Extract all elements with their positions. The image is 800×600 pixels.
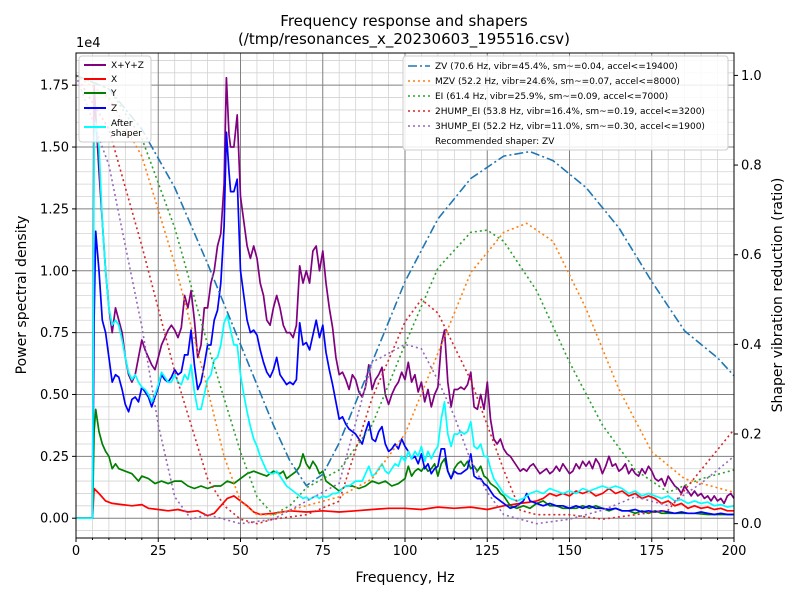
x-tick-label: 125	[475, 544, 500, 559]
chart-subtitle: (/tmp/resonances_x_20230603_195516.csv)	[238, 30, 570, 49]
y-tick-label: 1.75	[40, 79, 69, 94]
legend-psd-box	[78, 55, 152, 143]
legend-psd-label: X	[111, 75, 117, 85]
grid	[75, 53, 735, 538]
x-tick-label: 0	[72, 544, 80, 559]
legend-shaper-label: 3HUMP_EI (52.2 Hz, vibr=11.0%, sm~=0.30,…	[435, 122, 705, 132]
legend-shapers: ZV (70.6 Hz, vibr=45.4%, sm~=0.04, accel…	[402, 55, 729, 151]
legend-psd-label: Z	[111, 104, 117, 114]
legend-shaper-label: EI (61.4 Hz, vibr=25.9%, sm~=0.09, accel…	[435, 92, 668, 102]
legend-psd-label-line: shaper	[111, 129, 142, 139]
legend-psd-label: Y	[110, 89, 117, 99]
psd-line-1	[76, 487, 734, 520]
y-tick-label: 0.00	[40, 512, 69, 527]
legend-recommended-label: Recommended shaper: ZV	[435, 137, 555, 147]
y-tick-label: 1.25	[40, 202, 69, 217]
chart-title: Frequency response and shapers	[280, 12, 528, 30]
shaper-line-0	[75, 74, 735, 487]
legend-shaper-label: MZV (52.2 Hz, vibr=24.6%, sm~=0.07, acce…	[435, 77, 680, 87]
psd-line-0	[76, 76, 735, 520]
axis-ticks: 0 25 50 75 100 125 150 175 200 0.00 0.25 0.50 0.75 1.…	[40, 69, 762, 559]
y-axis-label: Power spectral density	[14, 216, 30, 375]
legend-shaper-label: ZV (70.6 Hz, vibr=45.4%, sm~=0.04, accel…	[435, 62, 678, 72]
psd-lines	[76, 76, 735, 520]
psd-line-3	[76, 131, 734, 520]
x-tick-label: 175	[639, 544, 664, 559]
y-tick-label: 1.00	[40, 264, 69, 279]
x-tick-label: 150	[557, 544, 582, 559]
x-tick-label: 75	[314, 544, 331, 559]
legend-psd-label: X+Y+Z	[111, 61, 144, 71]
shaper-line-2	[75, 74, 735, 516]
y-tick-label: 1.50	[40, 141, 69, 156]
y2-tick-label: 0.4	[741, 338, 762, 353]
y2-tick-label: 0.8	[741, 159, 762, 174]
x-tick-label: 50	[232, 544, 249, 559]
x-tick-label: 25	[150, 544, 167, 559]
psd-line-4	[76, 121, 735, 520]
legend-psd-label: After shaper	[111, 119, 142, 139]
shaper-lines	[75, 74, 735, 525]
y-tick-label: 0.75	[40, 326, 69, 341]
x-tick-label: 100	[393, 544, 418, 559]
y-tick-label: 0.25	[40, 450, 69, 465]
y-tick-label: 0.50	[40, 388, 69, 403]
x-axis-label: Frequency, Hz	[355, 570, 454, 586]
psd-line-2	[76, 408, 734, 520]
legend-shaper-label: 2HUMP_EI (53.8 Hz, vibr=16.4%, sm~=0.19,…	[435, 107, 705, 117]
legend-shapers-box	[402, 55, 729, 151]
y2-tick-label: 0.6	[741, 248, 762, 263]
legend-psd-label-line: After	[111, 119, 133, 129]
shaper-line-3	[75, 74, 735, 525]
y2-axis-label: Shaper vibration reduction (ratio)	[770, 178, 786, 413]
y2-tick-label: 0.0	[741, 517, 762, 532]
x-tick-label: 200	[722, 544, 747, 559]
legend-psd: X+Y+Z XYZ After shaper	[78, 55, 152, 143]
y-offset-label: 1e4	[76, 36, 101, 51]
y2-tick-label: 0.2	[741, 428, 762, 443]
y2-tick-label: 1.0	[741, 69, 762, 84]
